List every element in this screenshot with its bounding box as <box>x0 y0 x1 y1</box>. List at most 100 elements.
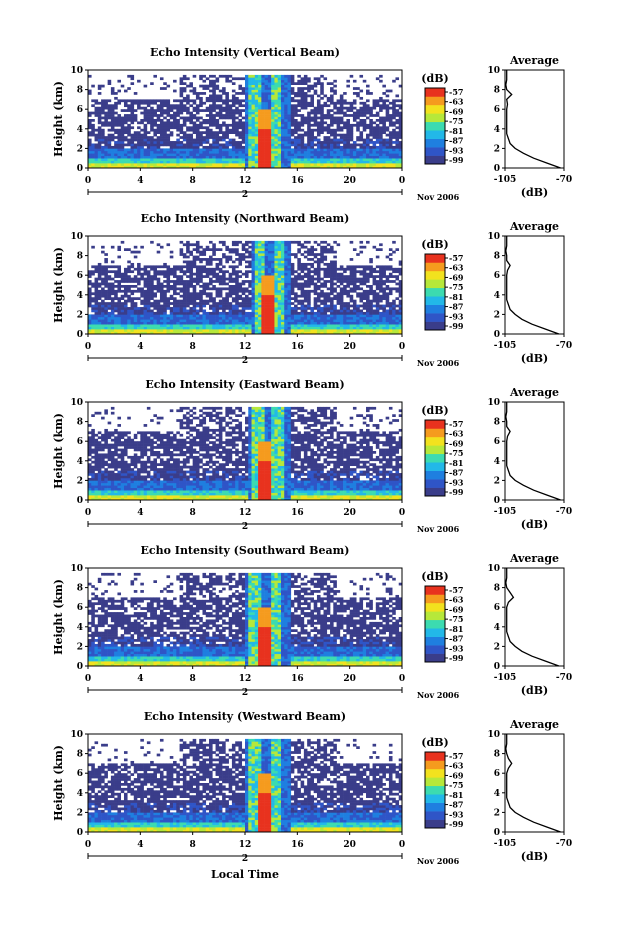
y-tick-label: 6 <box>77 769 83 779</box>
chart-panel-1: Echo Intensity (Vertical Beam) 0 2 4 6 8 10 Hei… <box>52 46 572 202</box>
average-y-tick-label: 8 <box>494 252 500 262</box>
colorbar-tick-label: -69 <box>449 106 464 116</box>
x-tick-label: 12 <box>239 342 252 352</box>
average-title: Average <box>509 386 559 399</box>
x-tick-label: 20 <box>343 508 356 518</box>
x-tick-label: 16 <box>291 840 304 850</box>
average-y-tick-label: 2 <box>494 144 500 154</box>
colorbar: (dB)-57-63-69-75-81-87-93-99 <box>421 72 464 165</box>
average-y-tick-label: 0 <box>494 662 500 672</box>
average-y-tick-label: 10 <box>487 398 500 408</box>
average-x-tick-label: -70 <box>556 175 572 185</box>
x-tick-label: 0 <box>399 342 405 352</box>
y-tick-label: 0 <box>77 330 83 340</box>
average-x-tick-label: -105 <box>494 341 517 351</box>
colorbar-tick-label: -87 <box>449 302 463 312</box>
x-tick-label: 4 <box>137 342 143 352</box>
y-tick-label: 10 <box>70 730 83 740</box>
colorbar-tick-label: -69 <box>449 604 464 614</box>
y-tick-label: 4 <box>77 457 83 467</box>
x-tick-label: 8 <box>190 674 196 684</box>
y-tick-label: 6 <box>77 271 83 281</box>
colorbar-tick-label: -63 <box>449 429 464 439</box>
y-tick-label: 10 <box>70 66 83 76</box>
date-label: Nov 2006 <box>417 524 460 534</box>
y-tick-label: 6 <box>77 437 83 447</box>
colorbar-tick-label: -99 <box>449 487 464 497</box>
colorbar-tick-label: -57 <box>449 419 463 429</box>
colorbar-unit: (dB) <box>421 570 448 583</box>
average-profile-line <box>505 402 561 501</box>
date-label: Nov 2006 <box>417 192 460 202</box>
colorbar-tick-label: -99 <box>449 321 464 331</box>
colorbar-tick-label: -93 <box>449 145 464 155</box>
chart-title: Echo Intensity (Vertical Beam) <box>150 46 340 59</box>
y-tick-label: 6 <box>77 105 83 115</box>
average-x-tick-label: -70 <box>556 839 572 849</box>
colorbar-tick-label: -57 <box>449 87 463 97</box>
y-axis-label: Height (km) <box>52 81 65 157</box>
y-tick-label: 6 <box>77 603 83 613</box>
date-label: Nov 2006 <box>417 690 460 700</box>
y-tick-label: 0 <box>77 662 83 672</box>
average-profile-panel: Average 0 2 4 6 8 10 -105 -70 (dB) <box>487 220 572 365</box>
x-tick-label: 12 <box>239 674 252 684</box>
y-axis-label: Height (km) <box>52 579 65 655</box>
date-label: Nov 2006 <box>417 856 460 866</box>
x-tick-label: 20 <box>343 840 356 850</box>
x-tick-label: 0 <box>399 176 405 186</box>
date-day-label: 2 <box>242 854 248 864</box>
average-y-tick-label: 8 <box>494 418 500 428</box>
average-x-tick-label: -70 <box>556 673 572 683</box>
y-tick-label: 2 <box>77 476 83 486</box>
y-tick-label: 4 <box>77 789 83 799</box>
chart-panel-2: Echo Intensity (Northward Beam) 0 2 4 6 8 10 He… <box>52 212 572 368</box>
colorbar-tick-label: -69 <box>449 770 464 780</box>
average-y-tick-label: 8 <box>494 750 500 760</box>
average-x-tick-label: -105 <box>494 839 517 849</box>
colorbar-tick-label: -87 <box>449 468 463 478</box>
x-tick-label: 0 <box>85 840 91 850</box>
x-tick-label: 16 <box>291 674 304 684</box>
average-y-tick-label: 2 <box>494 310 500 320</box>
y-tick-label: 0 <box>77 828 83 838</box>
average-y-tick-label: 6 <box>494 105 500 115</box>
average-x-tick-label: -70 <box>556 341 572 351</box>
colorbar-tick-label: -87 <box>449 800 463 810</box>
chart-title: Echo Intensity (Southward Beam) <box>141 544 350 557</box>
y-tick-label: 2 <box>77 642 83 652</box>
colorbar-tick-label: -87 <box>449 634 463 644</box>
chart-title: Echo Intensity (Northward Beam) <box>141 212 350 225</box>
average-y-tick-label: 2 <box>494 476 500 486</box>
y-tick-label: 8 <box>77 750 83 760</box>
colorbar-tick-label: -81 <box>449 624 463 634</box>
colorbar: (dB)-57-63-69-75-81-87-93-99 <box>421 238 464 331</box>
x-tick-label: 0 <box>85 342 91 352</box>
average-y-tick-label: 6 <box>494 271 500 281</box>
average-y-tick-label: 6 <box>494 603 500 613</box>
average-y-tick-label: 8 <box>494 584 500 594</box>
heatmap-cells <box>88 738 403 833</box>
colorbar-tick-label: -81 <box>449 126 463 136</box>
date-day-label: 2 <box>242 522 248 532</box>
average-y-tick-label: 4 <box>494 789 500 799</box>
x-tick-label: 4 <box>137 176 143 186</box>
average-y-tick-label: 4 <box>494 457 500 467</box>
colorbar: (dB)-57-63-69-75-81-87-93-99 <box>421 404 464 497</box>
average-profile-panel: Average 0 2 4 6 8 10 -105 -70 (dB) <box>487 54 572 199</box>
date-day-label: 2 <box>242 190 248 200</box>
colorbar-unit: (dB) <box>421 238 448 251</box>
y-tick-label: 4 <box>77 623 83 633</box>
y-tick-label: 4 <box>77 125 83 135</box>
heatmap-cells <box>88 572 403 667</box>
average-x-tick-label: -105 <box>494 175 517 185</box>
average-y-tick-label: 4 <box>494 623 500 633</box>
average-y-tick-label: 10 <box>487 232 500 242</box>
colorbar-tick-label: -75 <box>449 448 463 458</box>
colorbar-tick-label: -99 <box>449 155 464 165</box>
average-y-tick-label: 10 <box>487 564 500 574</box>
average-y-tick-label: 4 <box>494 125 500 135</box>
colorbar-tick-label: -63 <box>449 97 464 107</box>
average-title: Average <box>509 552 559 565</box>
